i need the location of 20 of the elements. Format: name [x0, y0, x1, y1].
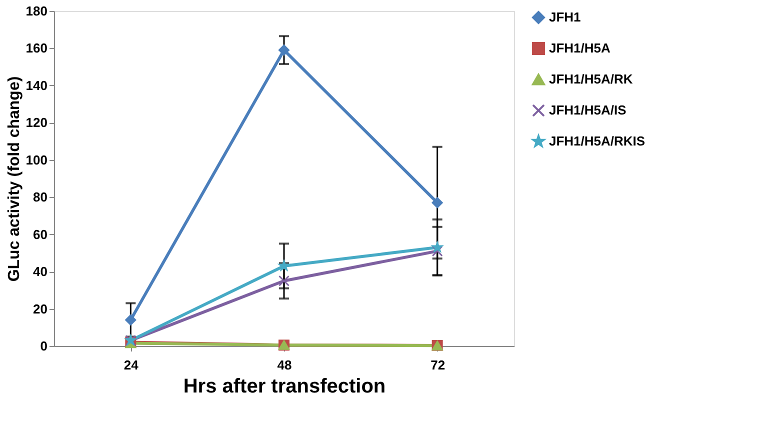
legend-label: JFH1/H5A	[549, 40, 612, 56]
y-tick-label: 100	[26, 152, 48, 168]
legend-label: JFH1/H5A/RK	[549, 72, 634, 86]
legend-label: JFH1	[549, 10, 581, 24]
y-tick-label: 20	[33, 301, 48, 316]
y-axis-title: GLuc activity (fold change)	[6, 76, 23, 282]
legend-label: JFH1/H5A/IS	[549, 102, 627, 118]
x-tick-label: 48	[277, 358, 292, 372]
y-tick-label: 40	[33, 264, 48, 280]
x-axis-title: Hrs after transfection	[183, 376, 386, 398]
x-tick-label: 24	[124, 358, 140, 372]
legend-label: JFH1/H5A/RKIS	[549, 134, 646, 148]
x-tick-label: 72	[430, 358, 446, 372]
y-tick-label: 180	[26, 4, 48, 18]
y-tick-label: 160	[26, 40, 48, 56]
y-tick-label: 120	[26, 115, 48, 130]
y-tick-label: 80	[33, 190, 48, 205]
y-tick-label: 140	[26, 78, 48, 93]
y-tick-label: 0	[40, 338, 48, 354]
y-tick-label: 60	[33, 226, 48, 242]
